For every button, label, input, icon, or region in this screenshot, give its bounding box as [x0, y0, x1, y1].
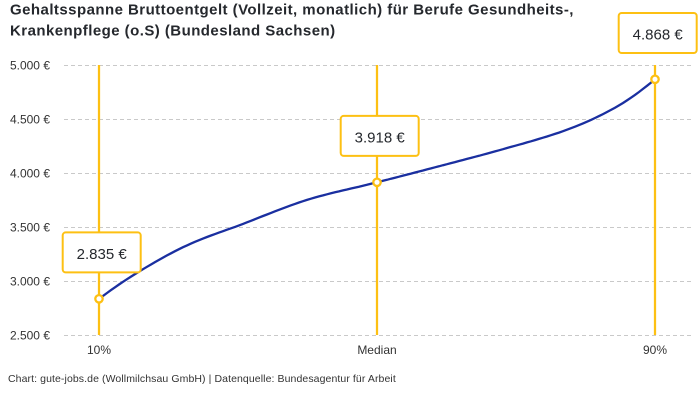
svg-text:4.868 €: 4.868 €: [633, 27, 684, 44]
svg-text:3.000 €: 3.000 €: [10, 274, 50, 288]
svg-text:4.000 €: 4.000 €: [10, 166, 50, 180]
svg-text:10%: 10%: [87, 343, 111, 357]
svg-text:90%: 90%: [643, 343, 667, 357]
svg-text:Krankenpflege (o.S) (Bundeslan: Krankenpflege (o.S) (Bundesland Sachsen): [10, 23, 336, 40]
svg-text:Median: Median: [357, 343, 396, 357]
svg-text:4.500 €: 4.500 €: [10, 112, 50, 126]
svg-text:Chart: gute-jobs.de (Wollmilch: Chart: gute-jobs.de (Wollmilchsau GmbH) …: [8, 373, 396, 385]
svg-text:2.500 €: 2.500 €: [10, 328, 50, 342]
svg-text:3.918 €: 3.918 €: [355, 130, 406, 147]
svg-text:2.835 €: 2.835 €: [77, 246, 128, 263]
svg-text:5.000 €: 5.000 €: [10, 58, 50, 72]
svg-text:3.500 €: 3.500 €: [10, 220, 50, 234]
svg-text:Gehaltsspanne Bruttoentgelt (V: Gehaltsspanne Bruttoentgelt (Vollzeit, m…: [10, 2, 574, 19]
